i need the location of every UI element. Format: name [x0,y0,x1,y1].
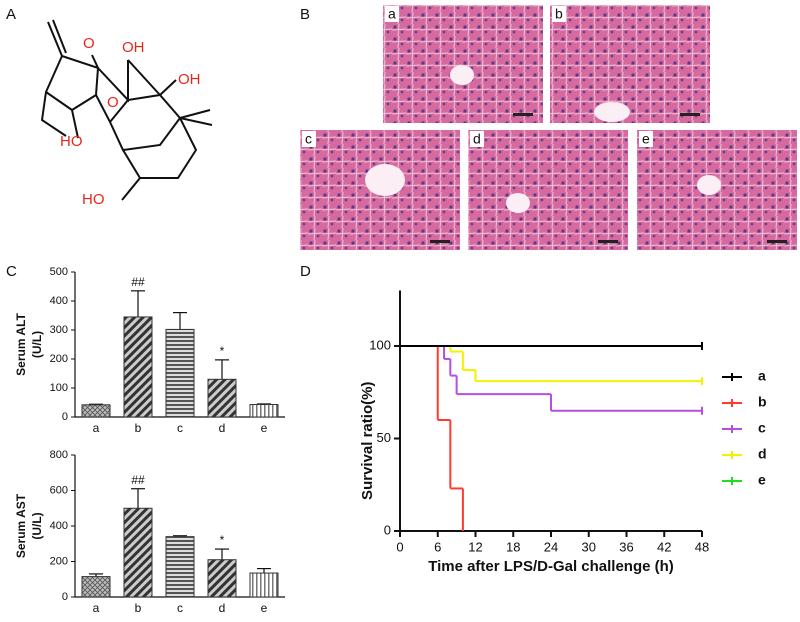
chemical-structure: O OH OH O HO HO [40,19,213,208]
x-tick-label: d [219,421,226,435]
atom: O [83,35,95,52]
micrograph [468,130,628,250]
legend-label: a [758,368,766,384]
x-tick-label: 42 [657,539,671,554]
vessel [450,65,474,85]
scale-bar [767,240,787,243]
y-axis-unit: (U/L) [30,331,44,358]
y-tick-label: 400 [50,295,68,307]
label-box [385,6,399,22]
x-tick-label: e [261,601,268,615]
micrograph-label: b [555,6,563,22]
atom: HO [60,133,83,150]
bar [165,536,195,598]
y-tick-label: 200 [50,353,68,365]
atom: HO [82,191,105,208]
bar [207,559,237,598]
panel-label: A [6,6,16,23]
y-tick-label: 0 [62,591,68,603]
micrograph-label: c [305,131,312,147]
x-tick-label: 48 [695,539,709,554]
atom: OH [122,39,145,56]
legend-label: b [758,394,767,410]
x-tick-label: b [135,601,142,615]
x-tick-label: e [261,421,268,435]
x-axis-label: Time after LPS/D-Gal challenge (h) [428,558,674,575]
x-tick-label: 0 [396,539,403,554]
vessel [697,175,721,195]
legend-label: c [758,420,766,436]
legend-label: d [758,446,767,462]
y-tick-label: 50 [377,430,391,445]
micrograph-label: a [388,6,396,22]
x-tick-label: 24 [544,539,558,554]
panel-labels: A B C D [6,6,311,280]
micrograph [550,5,710,123]
annotation: ## [131,275,145,289]
scale-bar [598,240,618,243]
y-tick-label: 200 [50,555,68,567]
y-tick-label: 0 [62,411,68,423]
y-tick-label: 300 [50,324,68,336]
y-tick-label: 400 [50,520,68,532]
y-tick-label: 600 [50,484,68,496]
label-box [552,6,566,22]
micrograph-label: d [473,131,481,147]
y-axis-label: Serum ALT [14,312,28,375]
vessel [365,164,405,196]
annotation: * [220,533,225,547]
bar [123,507,153,598]
x-tick-label: 18 [506,539,520,554]
panel-label: C [6,263,17,280]
scale-bar [680,113,700,116]
annotation: ## [131,473,145,487]
x-tick-label: 30 [582,539,596,554]
panel-label: D [300,263,311,280]
y-tick-label: 0 [384,522,391,537]
bar [123,316,153,418]
label-box [302,131,316,147]
x-tick-label: c [177,421,183,435]
y-tick-label: 800 [50,449,68,461]
x-tick-label: 36 [619,539,633,554]
y-axis-unit: (U/L) [30,512,44,539]
x-tick-label: c [177,601,183,615]
bond [40,19,213,201]
label-box [470,131,484,147]
bar [165,328,195,418]
x-tick-label: 6 [434,539,441,554]
vessel [594,102,630,122]
x-tick-label: a [93,421,100,435]
x-tick-label: b [135,421,142,435]
bar [81,576,111,598]
micrograph-label: e [642,131,650,147]
micrograph [383,5,543,123]
y-axis-label: Survival ratio(%) [359,382,376,500]
y-tick-label: 100 [50,382,68,394]
survival-curve [400,345,703,386]
annotation: * [220,344,225,358]
atom: O [107,94,119,111]
label-box [639,131,653,147]
y-tick-label: 100 [369,337,391,352]
y-tick-label: 500 [50,266,68,278]
bar [249,572,279,598]
scale-bar [430,240,450,243]
x-tick-label: 12 [468,539,482,554]
micrographs: a b c d e [300,5,797,250]
x-tick-label: d [219,601,226,615]
bar [249,404,279,418]
survival-curve [400,342,703,350]
y-axis-label: Serum AST [14,493,28,558]
vessel [506,193,530,213]
survival-curve [400,345,464,531]
atom: OH [178,71,201,88]
legend-label: e [758,472,766,488]
bar [207,378,237,418]
bar [81,404,111,418]
x-tick-label: a [93,601,100,615]
scale-bar [513,113,533,116]
panel-label: B [300,6,310,23]
